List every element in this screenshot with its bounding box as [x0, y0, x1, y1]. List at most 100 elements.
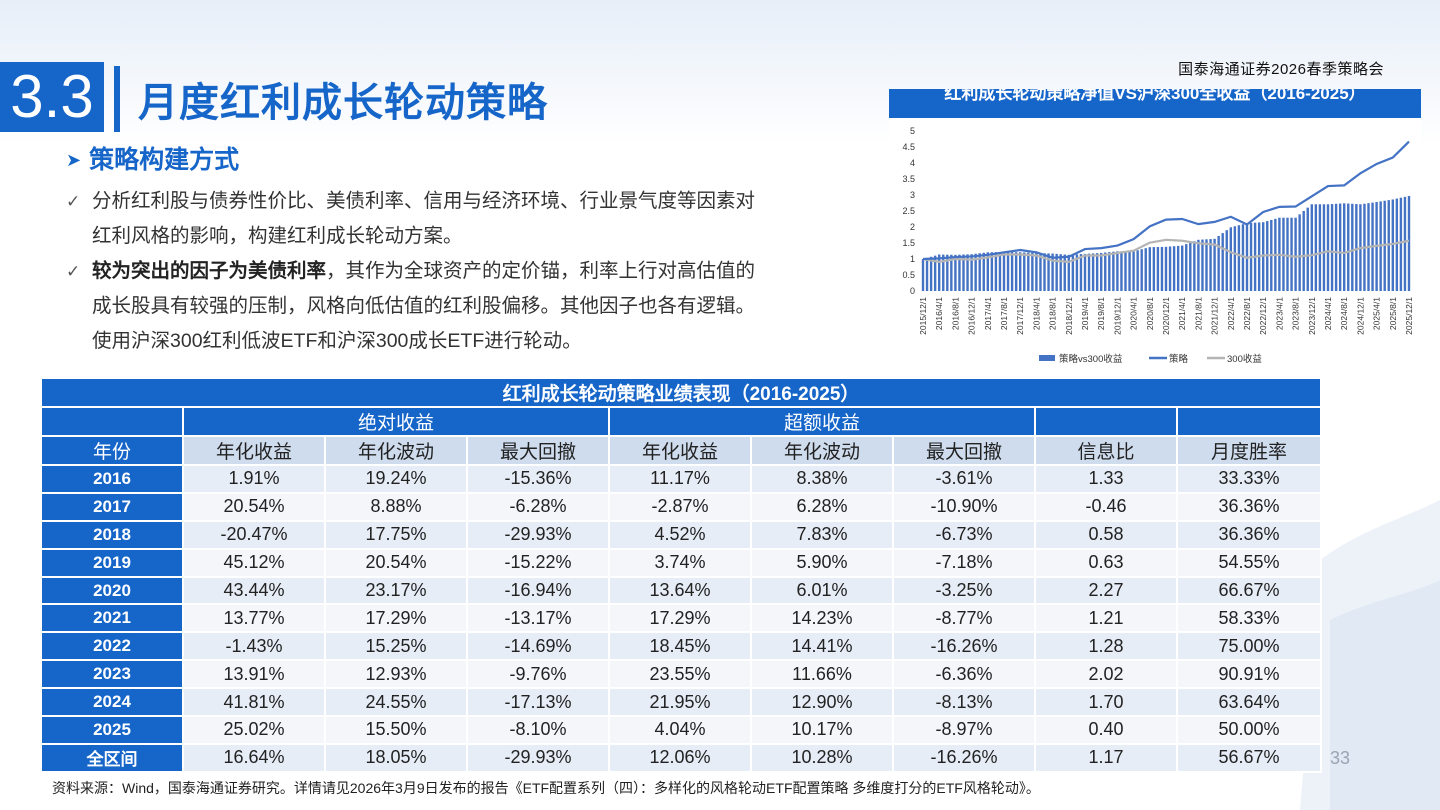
page-number: 33	[1330, 748, 1351, 768]
bar-strategy-vs-300	[1010, 252, 1014, 291]
table-cell: -10.90%	[892, 491, 1036, 522]
table-cell: 90.91%	[1176, 659, 1322, 690]
x-tick-label: 2023/4/1	[1274, 297, 1284, 330]
x-tick-label: 2022/8/1	[1242, 297, 1252, 330]
row-label: 2016	[40, 464, 184, 494]
bar-strategy-vs-300	[990, 252, 994, 291]
x-tick-label: 2023/12/1	[1307, 297, 1317, 335]
bar-strategy-vs-300	[1095, 253, 1099, 291]
table-cell: 15.50%	[324, 715, 468, 745]
table-cell: 10.28%	[750, 742, 894, 773]
checkmark-icon: ✓	[66, 192, 81, 211]
bar-strategy-vs-300	[966, 254, 969, 291]
table-cell: 1.21	[1034, 603, 1178, 634]
y-tick-label: 2.5	[902, 206, 915, 216]
bar-strategy-vs-300	[1172, 246, 1176, 291]
bar-strategy-vs-300	[1201, 239, 1204, 291]
table-row: 2020 43.44% 23.17% -16.94% 13.64% 6.01% -3.25%…	[40, 575, 1322, 606]
bar-strategy-vs-300	[1136, 250, 1139, 291]
bar-strategy-vs-300	[1306, 207, 1309, 291]
bar-strategy-vs-300	[1181, 245, 1184, 291]
table-cell: -29.93%	[466, 519, 610, 550]
table-cell: 58.33%	[1176, 603, 1322, 634]
table-cell: -3.25%	[892, 575, 1036, 606]
table-cell: 23.17%	[324, 575, 468, 606]
x-tick-label: 2024/12/1	[1355, 297, 1365, 335]
bar-strategy-vs-300	[1334, 203, 1338, 291]
table-cell: 25.02%	[182, 715, 326, 745]
x-tick-label: 2025/12/1	[1404, 297, 1414, 335]
bar-strategy-vs-300	[1395, 198, 1399, 291]
chart-plot: 0 0.5 1 1.5 2 2.5 3 3.5 4 4.5 5 2015/12/1 2016/4/1 20…	[902, 126, 1414, 365]
bar-strategy-vs-300	[1314, 204, 1318, 291]
table-row: 2017 20.54% 8.88% -6.28% -2.87% 6.28% -10.90% -…	[40, 491, 1322, 522]
table-cell: -15.22%	[466, 547, 610, 578]
bar-strategy-vs-300	[1355, 204, 1358, 291]
x-tick-label: 2016/4/1	[934, 297, 944, 330]
bar-strategy-vs-300	[1302, 211, 1305, 291]
bar-strategy-vs-300	[970, 254, 973, 291]
bar-strategy-vs-300	[1047, 253, 1050, 291]
bar-strategy-vs-300	[1213, 238, 1216, 291]
bar-strategy-vs-300	[938, 254, 941, 291]
x-tick-label: 2021/8/1	[1193, 297, 1203, 330]
column-header: 月度胜率	[1176, 435, 1322, 466]
x-tick-label: 2020/4/1	[1129, 297, 1139, 330]
column-header: 年化收益	[608, 435, 752, 466]
bar-strategy-vs-300	[1091, 253, 1095, 291]
bar-strategy-vs-300	[1330, 204, 1334, 291]
row-label: 2023	[40, 659, 184, 690]
bar-strategy-vs-300	[1124, 251, 1127, 291]
x-tick-label: 2016/12/1	[967, 297, 977, 335]
group-header-blank	[1034, 406, 1178, 437]
bar-strategy-vs-300	[982, 252, 985, 291]
x-tick-label: 2020/12/1	[1161, 297, 1171, 335]
x-tick-label: 2019/12/1	[1112, 297, 1122, 335]
table-cell: 16.64%	[182, 742, 326, 773]
subheading-text: 策略构建方式	[89, 146, 240, 174]
y-tick-label: 5	[910, 126, 915, 136]
bar-strategy-vs-300	[1071, 254, 1075, 291]
bar-strategy-vs-300	[1225, 230, 1228, 291]
bar-strategy-vs-300	[1197, 239, 1200, 291]
table-cell: 1.91%	[182, 464, 326, 494]
bar-strategy-vs-300	[1209, 239, 1212, 291]
x-tick-label: 2018/12/1	[1064, 297, 1074, 335]
table-cell: 1.17	[1034, 742, 1178, 773]
table-cell: 3.74%	[608, 547, 752, 578]
table-cell: -14.69%	[466, 631, 610, 662]
bar-strategy-vs-300	[1176, 245, 1180, 291]
table-cell: 1.28	[1034, 631, 1178, 662]
table-cell: -15.36%	[466, 464, 610, 494]
bar-strategy-vs-300	[1027, 252, 1030, 291]
table-row: 2021 13.77% 17.29% -13.17% 17.29% 14.23% -8.77…	[40, 603, 1322, 634]
subheading: ➤ 策略构建方式	[66, 140, 239, 176]
table-cell: 75.00%	[1176, 631, 1322, 662]
bar-strategy-vs-300	[1083, 253, 1087, 291]
bar-strategy-vs-300	[1039, 253, 1042, 291]
table-cell: -1.43%	[182, 631, 326, 662]
bullet-item-2: ✓ 较为突出的因子为美债利率，其作为全球资产的定价锚，利率上行对高估值的 成长股…	[66, 254, 826, 359]
table-cell: -6.36%	[892, 659, 1036, 690]
table-cell: 36.36%	[1176, 519, 1322, 550]
group-header-absolute: 绝对收益	[182, 406, 610, 437]
bar-strategy-vs-300	[1290, 217, 1293, 291]
table-body: 2016 1.91% 19.24% -15.36% 11.17% 8.38% -3.61% 1…	[40, 464, 1322, 773]
x-tick-label: 2021/4/1	[1177, 297, 1187, 330]
bar-strategy-vs-300	[1059, 254, 1062, 291]
table-cell: -8.77%	[892, 603, 1036, 634]
section-number: 3.3	[0, 62, 104, 132]
x-tick-label: 2016/8/1	[950, 297, 960, 330]
x-tick-label: 2025/4/1	[1372, 297, 1382, 330]
bullet-1-line-2: 红利风格的影响，构建红利成长轮动方案。	[92, 225, 463, 247]
table-cell: 33.33%	[1176, 464, 1322, 494]
bar-strategy-vs-300	[1326, 204, 1330, 291]
table-cell: 20.54%	[324, 547, 468, 578]
bar-strategy-vs-300	[1193, 241, 1196, 291]
bar-strategy-vs-300	[1067, 254, 1070, 291]
table-cell: -6.28%	[466, 491, 610, 522]
bullet-2-bold: 较为突出的因子为美债利率	[92, 260, 327, 282]
legend-label: 300收益	[1227, 353, 1262, 365]
table-row: 全区间 16.64% 18.05% -29.93% 12.06% 10.28% -16.26…	[40, 742, 1322, 773]
bar-strategy-vs-300	[1002, 251, 1006, 291]
